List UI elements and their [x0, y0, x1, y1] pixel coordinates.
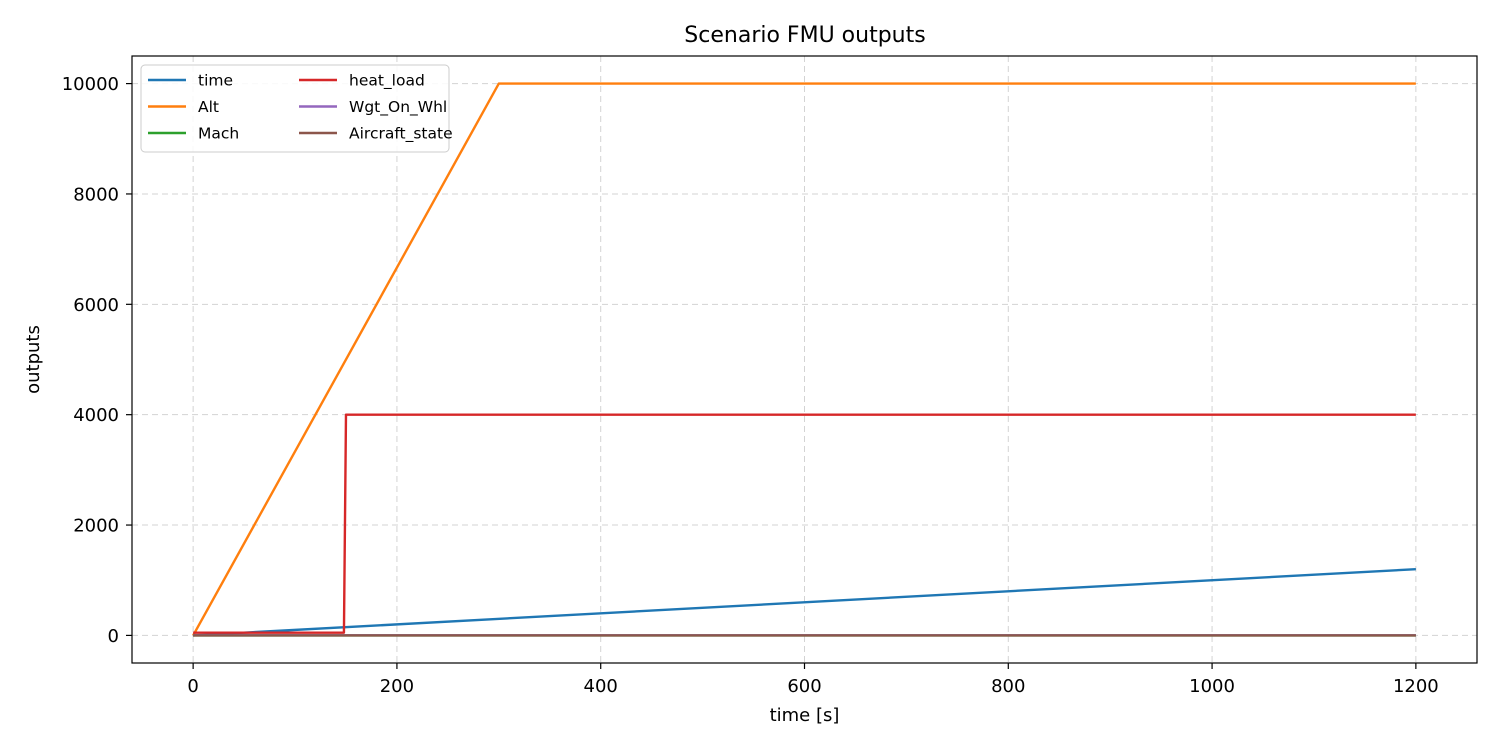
x-tick-label: 1000	[1189, 676, 1235, 697]
legend-label-wgt-on-whl: Wgt_On_Whl	[349, 98, 447, 117]
chart-title: Scenario FMU outputs	[684, 23, 925, 48]
y-axis-label: outputs	[23, 325, 44, 394]
legend-label-mach: Mach	[198, 125, 239, 143]
legend-label-time: time	[198, 72, 233, 90]
x-tick-label: 600	[787, 676, 821, 697]
y-tick-label: 2000	[73, 516, 119, 537]
legend-label-heat-load: heat_load	[349, 72, 425, 91]
legend-label-aircraft-state: Aircraft_state	[349, 125, 453, 144]
series-lines	[192, 82, 1416, 637]
x-axis-label: time [s]	[770, 705, 840, 726]
x-tick-label: 400	[584, 676, 618, 697]
x-tick-label: 0	[187, 676, 198, 697]
y-tick-label: 10000	[62, 74, 119, 95]
legend: time Alt Mach heat_load Wgt_On_Whl Aircraft_s…	[140, 64, 453, 153]
legend-box	[140, 64, 450, 153]
y-tick-label: 8000	[73, 184, 119, 205]
series-line-alt	[192, 82, 1416, 636]
legend-label-alt: Alt	[198, 98, 219, 116]
axis-ticks: 0 200 400 600 800 1000 1200 0 2000 4000 6000 8000 10…	[62, 74, 1439, 697]
series-line-heat-load	[193, 413, 1416, 634]
series-line-time	[193, 567, 1416, 637]
y-tick-label: 4000	[73, 405, 119, 426]
x-tick-label: 200	[380, 676, 414, 697]
y-tick-label: 6000	[73, 295, 119, 316]
x-tick-label: 1200	[1393, 676, 1439, 697]
x-tick-label: 800	[991, 676, 1025, 697]
y-tick-label: 0	[108, 626, 119, 647]
